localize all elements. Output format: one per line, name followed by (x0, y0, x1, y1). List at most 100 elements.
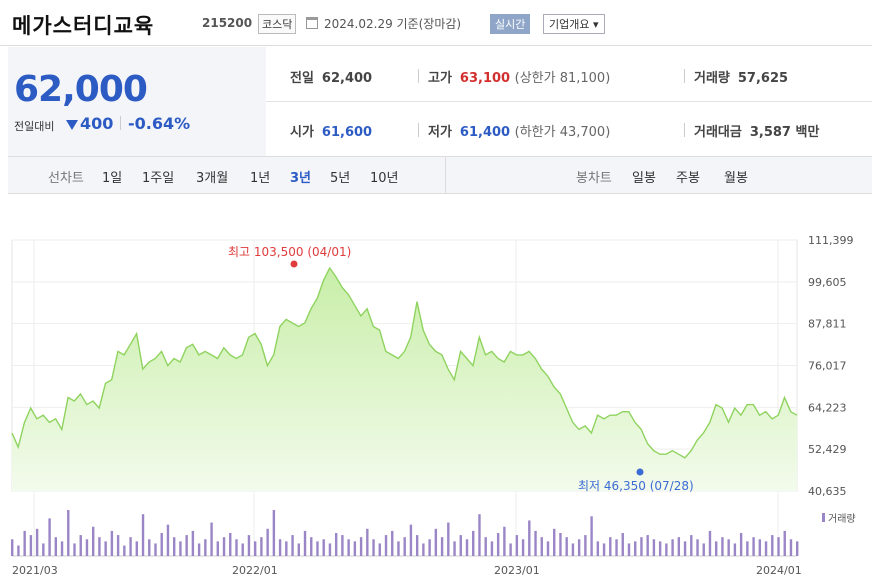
realtime-button[interactable]: 실시간 (490, 14, 531, 34)
change-percent: -0.64% (128, 114, 191, 133)
volume-bar (584, 535, 587, 556)
price-area (12, 268, 797, 491)
volume-bar (640, 537, 643, 556)
current-price: 62,000 (14, 69, 148, 110)
tab-1y[interactable]: 1년 (250, 171, 271, 186)
volume-value: 57,625 (737, 71, 789, 86)
volume-bar (67, 510, 70, 556)
volume-bar (397, 541, 400, 556)
change-value: 400 (80, 114, 114, 133)
volume-bar (528, 520, 531, 556)
divider (684, 69, 685, 83)
volume-bar (422, 543, 425, 556)
volume-label: 거래량 (694, 71, 730, 86)
volume-bar (609, 537, 612, 556)
volume-bar (752, 537, 755, 556)
x-tick-label: 2024/01 (756, 564, 802, 577)
tab-3m[interactable]: 3개월 (196, 171, 229, 186)
volume-bar (777, 537, 780, 556)
volume-bar (272, 510, 276, 556)
volume-bar (771, 535, 774, 556)
volume-bar (472, 530, 475, 556)
divider (684, 123, 685, 137)
volume-bar (553, 528, 556, 556)
quote-date: 2024.02.29 기준(장마감) (324, 17, 462, 31)
tab-10y[interactable]: 10년 (370, 171, 399, 186)
volume-bar (434, 528, 438, 556)
candle-chart-label: 봉차트 (576, 171, 612, 186)
volume-bar (353, 541, 357, 556)
volume-bar (222, 537, 226, 556)
y-tick-label: 87,811 (808, 318, 847, 331)
tab-daily[interactable]: 일봉 (632, 171, 656, 186)
volume-bar (129, 537, 132, 556)
volume-bar (391, 530, 394, 556)
market-badge: 코스닥 (258, 14, 297, 34)
volume-bar (577, 539, 581, 556)
tab-1d[interactable]: 1일 (102, 171, 123, 186)
company-overview-dropdown[interactable]: 기업개요 ▾ (543, 14, 605, 34)
x-tick-label: 2023/01 (494, 564, 540, 577)
volume-bar (634, 541, 637, 556)
high-value: 63,100 (459, 71, 511, 86)
volume-bar (148, 539, 151, 556)
volume-bar (783, 530, 786, 556)
volume-bar (658, 541, 662, 556)
volume-bar (98, 537, 101, 556)
volume-bar (191, 530, 195, 556)
tab-3y[interactable]: 3년 (290, 171, 312, 186)
stock-code: 215200 (202, 16, 253, 30)
volume-bar (708, 530, 712, 556)
volume-bar (559, 533, 562, 556)
volume-bar (73, 543, 76, 556)
volume-legend-label: 거래량 (828, 513, 856, 525)
volume-bar (571, 543, 575, 556)
price-box: 62,000 전일대비 400 -0.64% (8, 47, 266, 156)
line-chart-label: 선차트 (48, 171, 84, 186)
volume-bar (316, 541, 319, 556)
volume-bar (490, 541, 494, 556)
low-label: 저가 (428, 125, 452, 140)
volume-bar (758, 539, 762, 556)
volume-bar (179, 541, 182, 556)
tab-5y[interactable]: 5년 (330, 171, 351, 186)
tab-1w[interactable]: 1주일 (142, 171, 175, 186)
volume-bar (665, 543, 668, 556)
volume-bar (247, 535, 251, 556)
tab-monthly[interactable]: 월봉 (724, 171, 748, 186)
volume-bar (172, 537, 176, 556)
volume-bar (739, 533, 743, 556)
volume-bar (341, 535, 344, 556)
volume-bar (54, 537, 58, 556)
max-marker (290, 260, 298, 268)
volume-bar (260, 537, 263, 556)
volume-bar (764, 541, 768, 556)
volume-bar (35, 528, 39, 556)
volume-bar (229, 533, 232, 556)
y-tick-label: 64,223 (808, 401, 847, 414)
volume-bar (110, 530, 114, 556)
volume-bar (565, 537, 568, 556)
x-tick-label: 2022/01 (232, 564, 278, 577)
volume-bar (721, 537, 724, 556)
volume-bar (334, 533, 338, 556)
volume-bar (210, 522, 213, 556)
min-label: 최저 46,350 (07/28) (578, 479, 694, 493)
volume-bar (116, 535, 120, 556)
y-tick-label: 52,429 (808, 443, 847, 456)
volume-bar (11, 539, 14, 556)
volume-bar (652, 539, 656, 556)
volume-bar (677, 537, 681, 556)
volume-legend-swatch (822, 513, 825, 522)
tab-weekly[interactable]: 주봉 (676, 171, 700, 186)
volume-bar (702, 543, 705, 556)
quote-stats: 전일 62,400 고가 63,100 (상한가 81,100) 거래량 57,625… (266, 47, 872, 156)
stock-title: 메가스터디교육 (12, 14, 155, 38)
volume-bar (602, 543, 606, 556)
volume-bar (253, 541, 257, 556)
volume-bar (328, 543, 332, 556)
divider (120, 116, 121, 130)
volume-bar (789, 539, 793, 556)
volume-bar (440, 537, 444, 556)
low-price: 저가 61,400 (하한가 43,700) (428, 121, 610, 140)
